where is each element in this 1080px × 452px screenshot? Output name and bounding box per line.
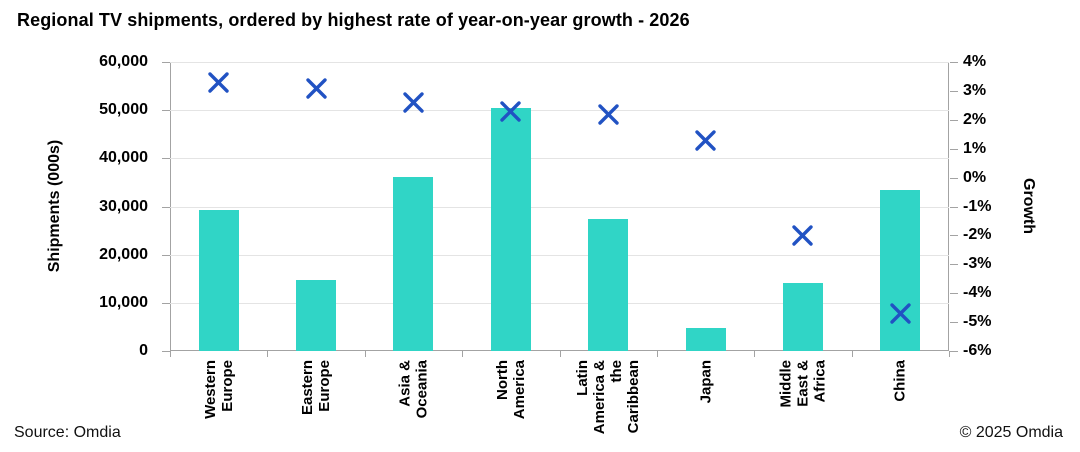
copyright-note: © 2025 Omdia (959, 424, 1063, 441)
x-axis-tick (559, 351, 561, 357)
bar-japan (685, 327, 726, 351)
left-axis-tick (162, 206, 170, 208)
right-axis-tick (950, 264, 958, 266)
growth-marker-asia-oceania (402, 91, 425, 114)
right-axis-tick (950, 293, 958, 295)
x-axis-tick (267, 351, 269, 357)
growth-marker-western-europe (207, 71, 230, 94)
left-axis-tick (162, 351, 170, 352)
right-axis-tick (950, 90, 958, 92)
x-axis-tick (949, 351, 950, 357)
left-axis-tick (162, 158, 170, 160)
x-axis-tick (656, 351, 658, 357)
right-axis-tick (950, 235, 958, 237)
right-axis-tick (950, 206, 958, 208)
growth-marker-middle-east-africa (791, 224, 814, 247)
x-axis-label-north-america: North America (493, 360, 528, 420)
left-axis-tick (162, 302, 170, 304)
source-note: Source: Omdia (14, 424, 121, 441)
bar-latin-america-the-caribbean (588, 219, 629, 351)
right-axis-tick (950, 148, 958, 150)
gridline (170, 206, 949, 208)
left-axis-tick (162, 110, 170, 112)
bar-eastern-europe (296, 280, 337, 351)
left-tick-label: 20,000 (99, 245, 148, 263)
left-tick-label: 0 (139, 342, 148, 359)
right-tick-label: 4% (963, 53, 987, 70)
growth-marker-latin-america-the-caribbean (597, 103, 620, 126)
right-tick-label: 3% (963, 81, 987, 99)
x-axis-tick (364, 351, 366, 357)
left-axis-title: Shipments (000s) (46, 139, 63, 273)
x-axis-label-asia-oceania: Asia & Oceania (396, 360, 431, 419)
left-axis-tick (162, 254, 170, 256)
right-tick-label: -6% (963, 342, 992, 359)
right-axis-tick (950, 322, 958, 324)
bar-asia-oceania (393, 176, 434, 351)
growth-marker-china (889, 302, 912, 325)
right-axis-tick (950, 351, 958, 352)
x-axis-label-middle-east-africa: Middle East & Africa (777, 360, 829, 408)
right-axis-tick (950, 62, 958, 63)
right-tick-label: 2% (963, 110, 987, 128)
x-axis-label-eastern-europe: Eastern Europe (299, 360, 334, 416)
right-tick-label: -4% (963, 284, 992, 302)
right-tick-label: -1% (963, 197, 992, 215)
right-tick-label: 0% (963, 168, 987, 186)
right-tick-label: -3% (963, 255, 992, 273)
left-tick-label: 10,000 (99, 293, 148, 311)
left-tick-label: 60,000 (99, 53, 148, 70)
gridline (170, 254, 949, 256)
left-tick-label: 30,000 (99, 197, 148, 215)
right-axis-tick (950, 177, 958, 179)
left-tick-label: 40,000 (99, 149, 148, 167)
right-tick-label: -5% (963, 313, 992, 331)
gridline (170, 110, 949, 112)
x-axis-label-japan: Japan (697, 360, 715, 404)
growth-marker-eastern-europe (305, 77, 328, 100)
gridline (170, 62, 949, 63)
x-axis-tick (170, 351, 171, 357)
x-axis-tick (754, 351, 756, 357)
x-axis-label-china: China (891, 360, 909, 402)
growth-marker-north-america (499, 100, 522, 123)
left-axis-tick (162, 62, 170, 63)
chart-title: Regional TV shipments, ordered by highes… (17, 10, 690, 30)
bar-middle-east-africa (782, 282, 823, 351)
gridline (170, 158, 949, 160)
bar-china (880, 190, 921, 351)
left-tick-label: 50,000 (99, 101, 148, 119)
bar-north-america (490, 108, 531, 351)
x-axis-label-latin-america-the-caribbean: Latin America & the Caribbean (574, 360, 643, 435)
right-axis-tick (950, 119, 958, 121)
bar-western-europe (198, 209, 239, 351)
x-axis-tick (851, 351, 853, 357)
x-axis-label-western-europe: Western Europe (201, 360, 236, 419)
growth-marker-japan (694, 129, 717, 152)
right-tick-label: 1% (963, 139, 987, 157)
right-tick-label: -2% (963, 226, 992, 244)
gridline (170, 302, 949, 304)
x-axis-tick (462, 351, 464, 357)
